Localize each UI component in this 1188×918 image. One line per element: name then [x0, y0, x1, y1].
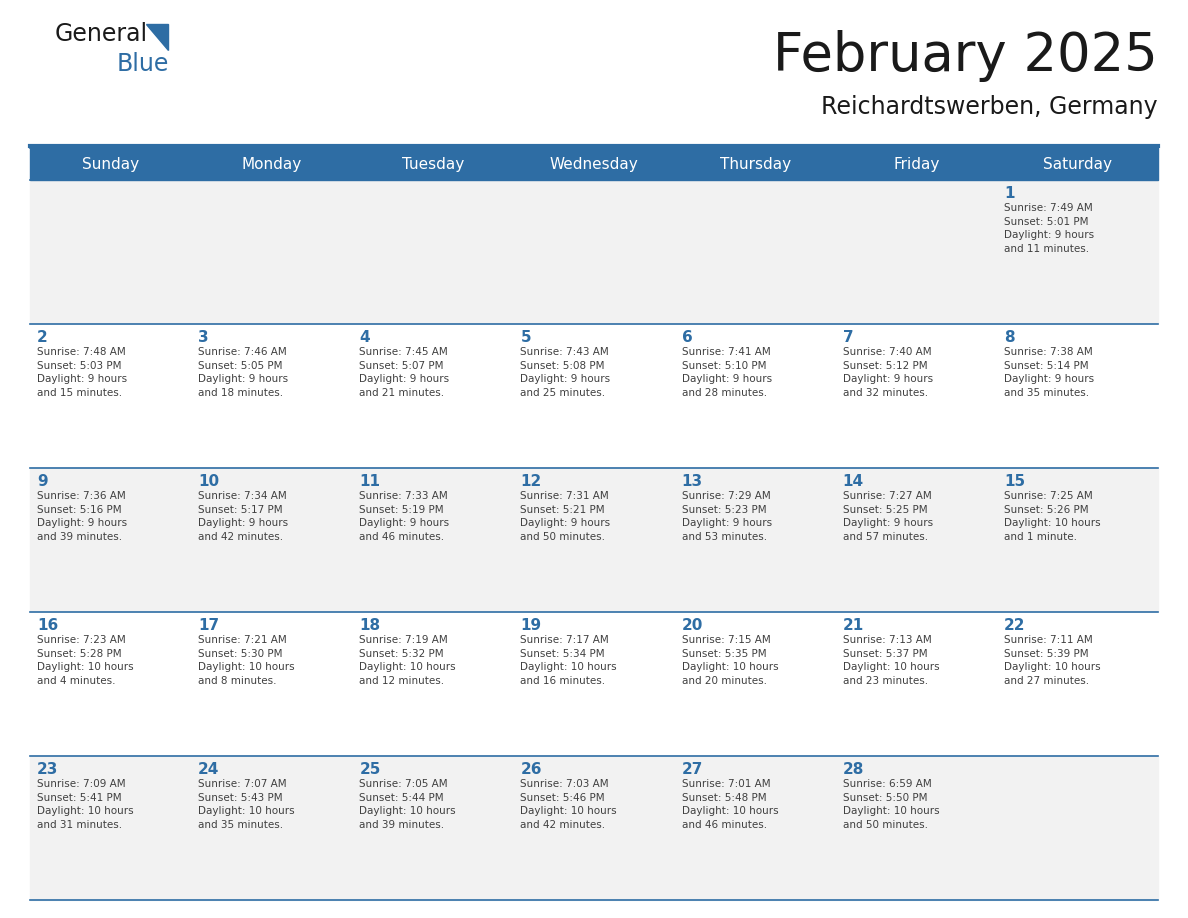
- Text: Blue: Blue: [116, 52, 170, 76]
- Text: Sunrise: 7:46 AM
Sunset: 5:05 PM
Daylight: 9 hours
and 18 minutes.: Sunrise: 7:46 AM Sunset: 5:05 PM Dayligh…: [198, 347, 289, 397]
- Text: 8: 8: [1004, 330, 1015, 345]
- Text: 23: 23: [37, 762, 58, 777]
- Text: Sunrise: 7:33 AM
Sunset: 5:19 PM
Daylight: 9 hours
and 46 minutes.: Sunrise: 7:33 AM Sunset: 5:19 PM Dayligh…: [359, 491, 449, 542]
- Text: Sunrise: 7:15 AM
Sunset: 5:35 PM
Daylight: 10 hours
and 20 minutes.: Sunrise: 7:15 AM Sunset: 5:35 PM Dayligh…: [682, 635, 778, 686]
- Text: Sunrise: 7:29 AM
Sunset: 5:23 PM
Daylight: 9 hours
and 53 minutes.: Sunrise: 7:29 AM Sunset: 5:23 PM Dayligh…: [682, 491, 772, 542]
- Text: 27: 27: [682, 762, 703, 777]
- Text: 11: 11: [359, 474, 380, 489]
- Bar: [30, 612, 1158, 756]
- Text: Reichardtswerben, Germany: Reichardtswerben, Germany: [821, 95, 1158, 119]
- Text: Monday: Monday: [241, 156, 302, 172]
- Text: Sunrise: 7:25 AM
Sunset: 5:26 PM
Daylight: 10 hours
and 1 minute.: Sunrise: 7:25 AM Sunset: 5:26 PM Dayligh…: [1004, 491, 1100, 542]
- Text: Sunrise: 7:07 AM
Sunset: 5:43 PM
Daylight: 10 hours
and 35 minutes.: Sunrise: 7:07 AM Sunset: 5:43 PM Dayligh…: [198, 779, 295, 830]
- Text: 21: 21: [842, 618, 864, 633]
- Text: 3: 3: [198, 330, 209, 345]
- Text: 12: 12: [520, 474, 542, 489]
- Polygon shape: [146, 24, 168, 50]
- Text: Sunrise: 7:09 AM
Sunset: 5:41 PM
Daylight: 10 hours
and 31 minutes.: Sunrise: 7:09 AM Sunset: 5:41 PM Dayligh…: [37, 779, 133, 830]
- Text: Sunrise: 7:27 AM
Sunset: 5:25 PM
Daylight: 9 hours
and 57 minutes.: Sunrise: 7:27 AM Sunset: 5:25 PM Dayligh…: [842, 491, 933, 542]
- Text: Sunrise: 7:45 AM
Sunset: 5:07 PM
Daylight: 9 hours
and 21 minutes.: Sunrise: 7:45 AM Sunset: 5:07 PM Dayligh…: [359, 347, 449, 397]
- Text: Saturday: Saturday: [1043, 156, 1112, 172]
- Text: 22: 22: [1004, 618, 1025, 633]
- Text: 6: 6: [682, 330, 693, 345]
- Bar: [30, 324, 1158, 468]
- Text: 18: 18: [359, 618, 380, 633]
- Text: 15: 15: [1004, 474, 1025, 489]
- Text: 9: 9: [37, 474, 48, 489]
- Text: 10: 10: [198, 474, 220, 489]
- Text: 17: 17: [198, 618, 220, 633]
- Text: Sunrise: 7:01 AM
Sunset: 5:48 PM
Daylight: 10 hours
and 46 minutes.: Sunrise: 7:01 AM Sunset: 5:48 PM Dayligh…: [682, 779, 778, 830]
- Text: Tuesday: Tuesday: [402, 156, 465, 172]
- Text: 20: 20: [682, 618, 703, 633]
- Text: Sunrise: 7:11 AM
Sunset: 5:39 PM
Daylight: 10 hours
and 27 minutes.: Sunrise: 7:11 AM Sunset: 5:39 PM Dayligh…: [1004, 635, 1100, 686]
- Bar: [30, 756, 1158, 900]
- Text: 4: 4: [359, 330, 369, 345]
- Text: Sunrise: 7:31 AM
Sunset: 5:21 PM
Daylight: 9 hours
and 50 minutes.: Sunrise: 7:31 AM Sunset: 5:21 PM Dayligh…: [520, 491, 611, 542]
- Text: 13: 13: [682, 474, 702, 489]
- Text: Wednesday: Wednesday: [550, 156, 638, 172]
- Text: 1: 1: [1004, 186, 1015, 201]
- Text: Sunrise: 7:17 AM
Sunset: 5:34 PM
Daylight: 10 hours
and 16 minutes.: Sunrise: 7:17 AM Sunset: 5:34 PM Dayligh…: [520, 635, 617, 686]
- Text: Friday: Friday: [893, 156, 940, 172]
- Text: 26: 26: [520, 762, 542, 777]
- Text: Sunrise: 7:36 AM
Sunset: 5:16 PM
Daylight: 9 hours
and 39 minutes.: Sunrise: 7:36 AM Sunset: 5:16 PM Dayligh…: [37, 491, 127, 542]
- Text: 5: 5: [520, 330, 531, 345]
- Text: Sunrise: 7:41 AM
Sunset: 5:10 PM
Daylight: 9 hours
and 28 minutes.: Sunrise: 7:41 AM Sunset: 5:10 PM Dayligh…: [682, 347, 772, 397]
- Bar: [30, 468, 1158, 612]
- Text: Sunrise: 7:13 AM
Sunset: 5:37 PM
Daylight: 10 hours
and 23 minutes.: Sunrise: 7:13 AM Sunset: 5:37 PM Dayligh…: [842, 635, 940, 686]
- Text: Sunrise: 7:21 AM
Sunset: 5:30 PM
Daylight: 10 hours
and 8 minutes.: Sunrise: 7:21 AM Sunset: 5:30 PM Dayligh…: [198, 635, 295, 686]
- Bar: [30, 180, 1158, 324]
- Text: Sunrise: 7:34 AM
Sunset: 5:17 PM
Daylight: 9 hours
and 42 minutes.: Sunrise: 7:34 AM Sunset: 5:17 PM Dayligh…: [198, 491, 289, 542]
- Text: 2: 2: [37, 330, 48, 345]
- Text: 16: 16: [37, 618, 58, 633]
- Text: 24: 24: [198, 762, 220, 777]
- Text: Sunday: Sunday: [82, 156, 139, 172]
- Text: Sunrise: 7:23 AM
Sunset: 5:28 PM
Daylight: 10 hours
and 4 minutes.: Sunrise: 7:23 AM Sunset: 5:28 PM Dayligh…: [37, 635, 133, 686]
- Text: 14: 14: [842, 474, 864, 489]
- Text: Sunrise: 7:48 AM
Sunset: 5:03 PM
Daylight: 9 hours
and 15 minutes.: Sunrise: 7:48 AM Sunset: 5:03 PM Dayligh…: [37, 347, 127, 397]
- Text: February 2025: February 2025: [773, 30, 1158, 82]
- Text: 25: 25: [359, 762, 380, 777]
- Text: Sunrise: 6:59 AM
Sunset: 5:50 PM
Daylight: 10 hours
and 50 minutes.: Sunrise: 6:59 AM Sunset: 5:50 PM Dayligh…: [842, 779, 940, 830]
- Text: Thursday: Thursday: [720, 156, 791, 172]
- Text: Sunrise: 7:05 AM
Sunset: 5:44 PM
Daylight: 10 hours
and 39 minutes.: Sunrise: 7:05 AM Sunset: 5:44 PM Dayligh…: [359, 779, 456, 830]
- Text: 19: 19: [520, 618, 542, 633]
- Text: 28: 28: [842, 762, 864, 777]
- Text: Sunrise: 7:03 AM
Sunset: 5:46 PM
Daylight: 10 hours
and 42 minutes.: Sunrise: 7:03 AM Sunset: 5:46 PM Dayligh…: [520, 779, 617, 830]
- Text: Sunrise: 7:43 AM
Sunset: 5:08 PM
Daylight: 9 hours
and 25 minutes.: Sunrise: 7:43 AM Sunset: 5:08 PM Dayligh…: [520, 347, 611, 397]
- Text: General: General: [55, 22, 148, 46]
- Text: Sunrise: 7:40 AM
Sunset: 5:12 PM
Daylight: 9 hours
and 32 minutes.: Sunrise: 7:40 AM Sunset: 5:12 PM Dayligh…: [842, 347, 933, 397]
- Text: 7: 7: [842, 330, 853, 345]
- Text: Sunrise: 7:38 AM
Sunset: 5:14 PM
Daylight: 9 hours
and 35 minutes.: Sunrise: 7:38 AM Sunset: 5:14 PM Dayligh…: [1004, 347, 1094, 397]
- Text: Sunrise: 7:19 AM
Sunset: 5:32 PM
Daylight: 10 hours
and 12 minutes.: Sunrise: 7:19 AM Sunset: 5:32 PM Dayligh…: [359, 635, 456, 686]
- Bar: [30, 148, 1158, 180]
- Text: Sunrise: 7:49 AM
Sunset: 5:01 PM
Daylight: 9 hours
and 11 minutes.: Sunrise: 7:49 AM Sunset: 5:01 PM Dayligh…: [1004, 203, 1094, 253]
